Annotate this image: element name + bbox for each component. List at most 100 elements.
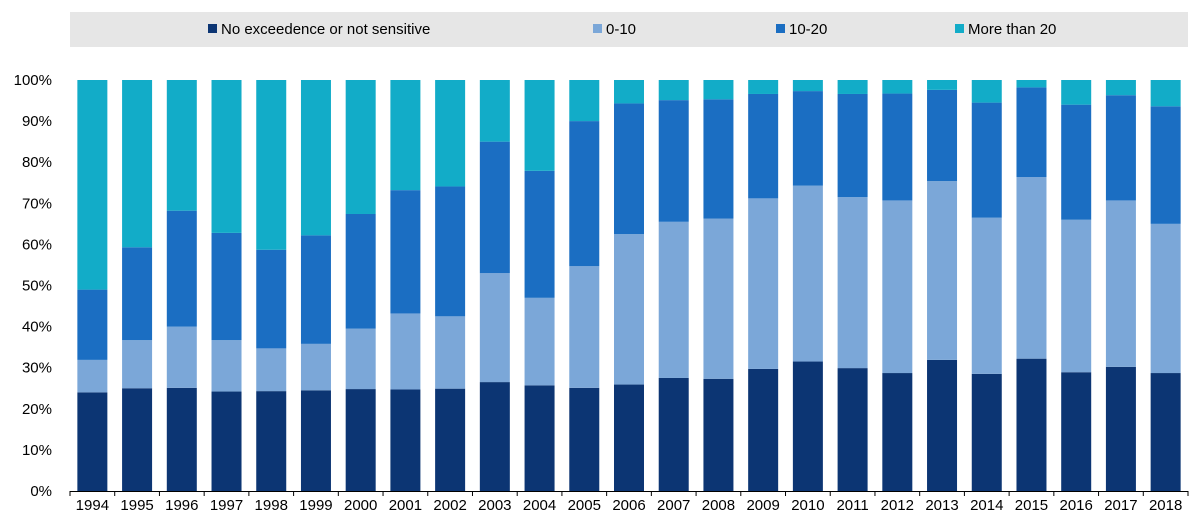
legend-swatch	[776, 24, 785, 33]
legend-item: 10-20	[776, 21, 827, 38]
x-tick-label: 2005	[568, 497, 601, 514]
legend-background	[70, 12, 1188, 47]
bar-stack	[211, 80, 242, 491]
bar-stack	[927, 80, 958, 491]
x-tick-label: 2001	[389, 497, 422, 514]
y-tick-label: 0%	[30, 483, 52, 500]
bar-segment	[792, 361, 823, 491]
bar-segment	[211, 232, 242, 341]
bar-segment	[614, 80, 644, 104]
bar-segment	[435, 186, 466, 317]
bar-stack	[658, 80, 689, 491]
bar-stack	[882, 80, 913, 491]
x-tick-label: 2016	[1060, 497, 1093, 514]
bar-segment	[614, 384, 644, 491]
legend-item: No exceedence or not sensitive	[208, 21, 430, 38]
legend-item: More than 20	[955, 21, 1056, 38]
x-tick-label: 2003	[478, 497, 511, 514]
bar-segment	[256, 348, 287, 392]
bar-segment	[1150, 106, 1181, 224]
bar-segment	[390, 80, 421, 191]
bar-segment	[166, 387, 197, 491]
bar-segment	[1061, 104, 1092, 220]
bar-segment	[658, 100, 689, 222]
bar-segment	[882, 373, 913, 491]
bar-segment	[569, 266, 600, 388]
bar-segment	[927, 80, 958, 90]
legend-swatch	[208, 24, 217, 33]
bar-segment	[166, 210, 197, 327]
bar-segment	[77, 359, 108, 393]
bar-segment	[479, 141, 510, 274]
legend-label: More than 20	[968, 21, 1056, 38]
bar-stack	[166, 80, 197, 491]
bar-segment	[524, 80, 555, 171]
bar-segment	[658, 377, 689, 491]
bar-stack	[614, 80, 644, 491]
bar-segment	[1150, 80, 1181, 107]
bar-segment	[256, 391, 287, 491]
bar-segment	[882, 93, 913, 201]
x-tick-label: 1999	[299, 497, 332, 514]
bar-segment	[703, 80, 734, 100]
bar-segment	[435, 388, 466, 491]
bar-segment	[211, 391, 242, 491]
bar-segment	[748, 80, 779, 94]
bar-segment	[211, 80, 242, 233]
bar-segment	[479, 382, 510, 491]
bar-segment	[1016, 80, 1047, 88]
x-tick-label: 2009	[746, 497, 779, 514]
x-tick-label: 2006	[612, 497, 645, 514]
bar-stack	[1105, 80, 1136, 491]
bar-segment	[703, 378, 734, 491]
x-tick-label: 2014	[970, 497, 1003, 514]
x-tick-label: 2011	[836, 497, 868, 514]
bar-segment	[837, 80, 868, 94]
bar-stack	[1150, 80, 1181, 491]
bar-segment	[345, 389, 376, 491]
bar-segment	[927, 359, 958, 491]
y-axis: 0% 10% 20% 30% 40% 50% 60% 70% 80% 90% 100%	[14, 72, 52, 500]
bar-segment	[479, 273, 510, 383]
bar-segment	[166, 326, 197, 388]
bar-segment	[837, 197, 868, 369]
y-tick-label: 20%	[22, 401, 52, 418]
bar-segment	[300, 235, 331, 344]
bar-segment	[524, 170, 555, 298]
bar-segment	[77, 80, 108, 290]
x-tick-label: 2010	[791, 497, 824, 514]
bar-stack	[122, 80, 153, 491]
bar-segment	[122, 80, 153, 248]
bar-stack	[837, 80, 868, 491]
bar-stack	[390, 80, 421, 491]
bar-segment	[390, 190, 421, 314]
bar-segment	[345, 328, 376, 390]
bar-segment	[1016, 87, 1047, 177]
bar-segment	[524, 385, 555, 491]
bar-segment	[792, 91, 823, 186]
bar-segment	[122, 340, 153, 389]
y-tick-label: 30%	[22, 360, 52, 377]
bar-segment	[1061, 80, 1092, 105]
bar-segment	[1105, 366, 1136, 491]
bar-stack	[524, 80, 555, 491]
x-tick-label: 2012	[881, 497, 914, 514]
bar-stack	[792, 80, 823, 491]
legend-item: 0-10	[593, 21, 636, 38]
bar-segment	[122, 247, 153, 341]
bar-segment	[569, 121, 600, 267]
bar-segment	[77, 289, 108, 360]
legend-swatch	[593, 24, 602, 33]
bar-segment	[390, 313, 421, 390]
x-tick-label: 1995	[120, 497, 153, 514]
bar-segment	[345, 213, 376, 329]
bar-segment	[166, 80, 197, 211]
bar-segment	[792, 80, 823, 92]
bar-stack	[345, 80, 376, 491]
bar-segment	[1105, 80, 1136, 96]
bar-segment	[569, 80, 600, 122]
bar-stack	[1061, 80, 1092, 491]
legend-swatch	[955, 24, 964, 33]
y-tick-label: 70%	[22, 195, 52, 212]
